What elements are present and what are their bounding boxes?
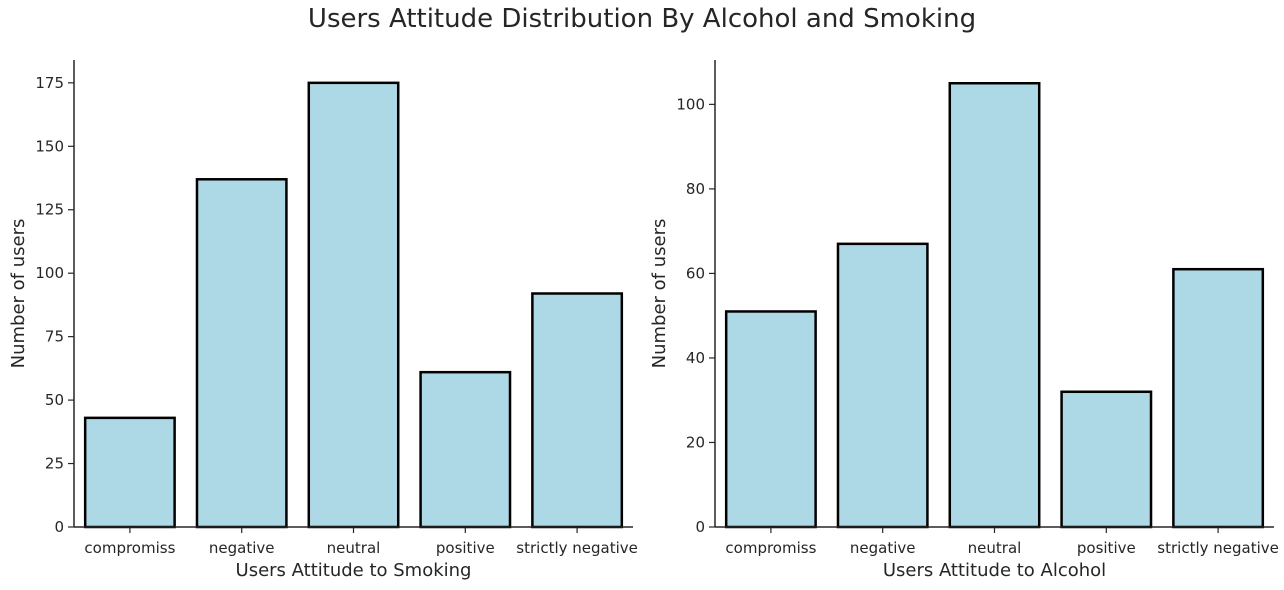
- y-tick-label: 0: [54, 518, 64, 536]
- y-tick-label: 125: [35, 201, 64, 219]
- x-tick-label: negative: [209, 539, 275, 557]
- bar-alcohol-negative: [836, 242, 929, 529]
- bar-smoking-neutral: [307, 81, 400, 529]
- y-tick-label: 40: [686, 349, 705, 367]
- x-tick-label: compromiss: [725, 539, 816, 557]
- y-axis-label: Number of users: [8, 219, 29, 369]
- y-axis-label: Number of users: [649, 219, 670, 369]
- bar-alcohol-neutral: [948, 81, 1041, 529]
- figure-title: Users Attitude Distribution By Alcohol a…: [307, 4, 977, 34]
- x-tick-label: strictly negative: [1157, 539, 1279, 557]
- y-tick-label: 80: [686, 180, 705, 198]
- y-tick-label: 100: [676, 95, 705, 113]
- y-tick-label: 100: [35, 264, 64, 282]
- y-tick-label: 20: [686, 433, 705, 451]
- x-tick-label: negative: [850, 539, 916, 557]
- alcohol-chart-panel: 0 20 40 60 80 100 compromiss negative neutral pos…: [649, 60, 1279, 581]
- bar-smoking-strictly-negative: [531, 292, 624, 529]
- y-tick-label: 0: [695, 518, 705, 536]
- bar-alcohol-positive: [1060, 390, 1153, 529]
- bar-smoking-compromiss: [83, 416, 176, 529]
- x-tick-label: neutral: [327, 539, 381, 557]
- x-tick-label: neutral: [968, 539, 1022, 557]
- x-axis-label: Users Attitude to Alcohol: [883, 560, 1106, 581]
- x-tick-label: compromiss: [84, 539, 175, 557]
- bar-smoking-negative: [195, 178, 288, 529]
- y-tick-label: 75: [45, 328, 64, 346]
- x-tick-label: positive: [1077, 539, 1136, 557]
- x-tick-label: strictly negative: [516, 539, 638, 557]
- y-tick-label: 150: [35, 137, 64, 155]
- y-tick-label: 60: [686, 264, 705, 282]
- x-axis-label: Users Attitude to Smoking: [236, 560, 472, 581]
- y-tick-label: 50: [45, 391, 64, 409]
- bar-alcohol-strictly-negative: [1172, 267, 1265, 529]
- bar-smoking-positive: [419, 370, 512, 529]
- bar-alcohol-compromiss: [724, 310, 817, 529]
- x-tick-label: positive: [436, 539, 495, 557]
- y-tick-label: 175: [35, 74, 64, 92]
- smoking-chart-panel: 0 25 50 75 100 125 150 175 compromiss negative neu…: [8, 60, 638, 581]
- y-tick-label: 25: [45, 455, 64, 473]
